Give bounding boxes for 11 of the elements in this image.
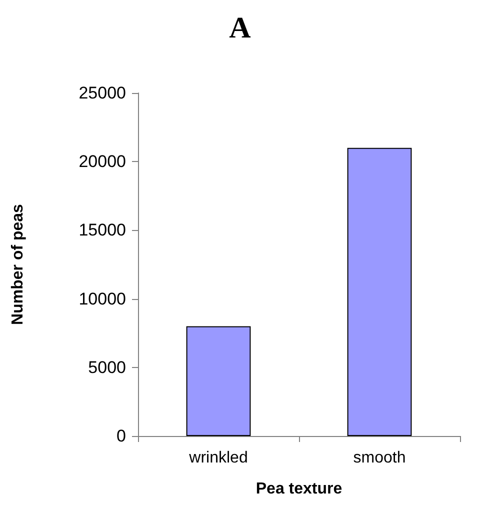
y-tick-label: 20000 [78,152,126,172]
y-axis-title: Number of peas [10,204,26,325]
y-tick-label: 0 [116,426,126,446]
y-tick-label: 5000 [88,358,126,377]
x-tick-label: wrinkled [188,450,248,466]
y-tick-label: 10000 [78,289,126,308]
y-tick-label: 15000 [78,220,126,240]
x-axis-title: Pea texture [256,480,342,498]
y-tick-label: 25000 [78,84,126,102]
x-tick-label: smooth [353,450,406,466]
chart-title: A [229,12,252,44]
